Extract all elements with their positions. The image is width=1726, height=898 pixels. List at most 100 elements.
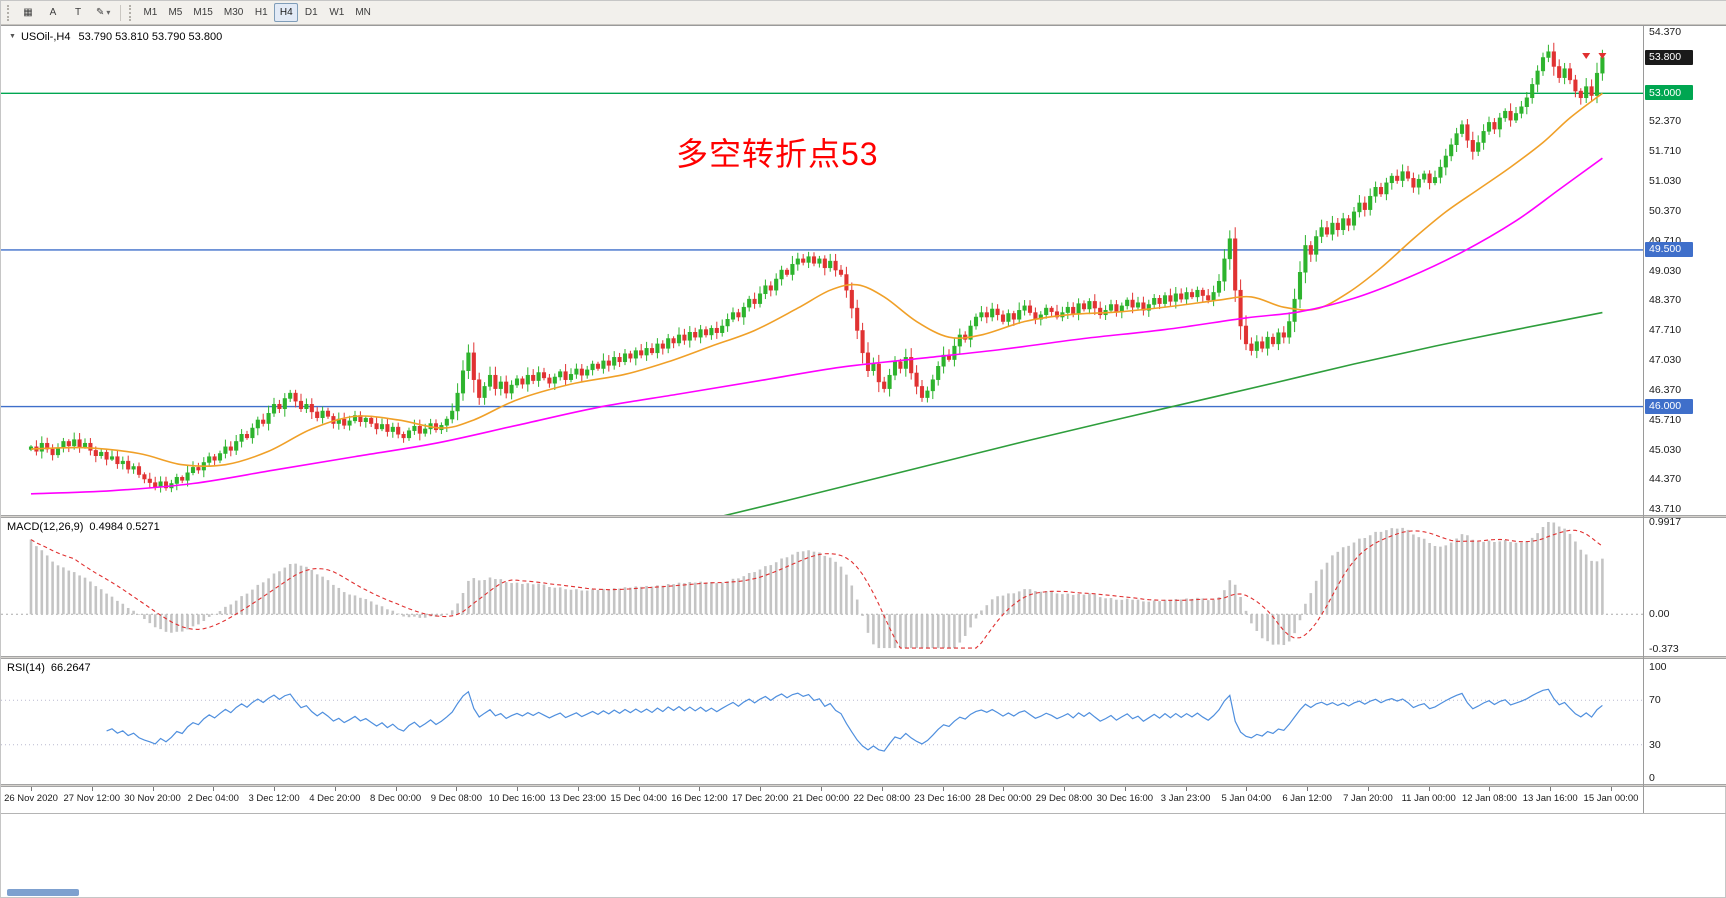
time-tick [638,787,640,791]
timeframe-m30-button[interactable]: M30 [223,7,244,18]
price-label: 48.370 [1649,294,1682,307]
time-label: 3 Jan 23:00 [1160,793,1211,804]
rsi-pane[interactable] [1,659,1643,784]
toolbar-separator [120,4,122,21]
time-tick [1124,787,1126,791]
window-bottom-border [1,813,1726,814]
timeframe-h4-button[interactable]: H4 [274,3,299,22]
ohlc-values: 53.790 53.810 53.790 53.800 [78,31,223,43]
time-tick [152,787,154,791]
time-label: 8 Dec 00:00 [369,793,422,804]
time-tick [274,787,276,791]
symbol-ohlc-header: ▼ USOil-,H4 53.790 53.810 53.790 53.800 [9,31,222,43]
time-tick [577,787,579,791]
timeframe-d1-button[interactable]: D1 [304,7,318,18]
time-tick [1367,787,1369,791]
rsi-label: RSI(14) [7,662,45,674]
scale-divider-line [1643,26,1644,813]
price-label: 43.710 [1649,503,1682,515]
rsi-value: 66.2647 [50,662,91,674]
time-tick [456,787,458,791]
time-tick [213,787,215,791]
draw-tool-button[interactable]: ✎ ▾ [91,3,115,22]
moving-average-line [30,157,1603,495]
time-tick [881,787,883,791]
toolbar-grip[interactable] [7,4,12,21]
rsi-axis-label: 100 [1649,661,1667,673]
pane-separator[interactable] [1,656,1726,659]
time-label: 28 Dec 00:00 [975,793,1032,804]
time-label: 11 Jan 00:00 [1401,793,1456,804]
macd-values: 0.4984 0.5271 [89,521,160,533]
timeframe-button-group: M1 M5 M15 M30 H1 H4 D1 W1 MN [138,3,375,22]
time-label: 13 Jan 16:00 [1522,793,1578,804]
chevron-down-icon: ▾ [106,8,111,17]
time-label: 15 Jan 00:00 [1583,793,1639,804]
timeframe-w1-button[interactable]: W1 [329,7,345,18]
time-axis[interactable]: 26 Nov 2020 27 Nov 12:00 30 Nov 20:00 2 Dec… [1,787,1643,813]
price-label: 44.370 [1649,473,1682,486]
macd-scale: 0.9917 0.00 -0.373 [1644,516,1726,656]
time-label: 15 Dec 04:00 [610,793,667,804]
rsi-axis-label: 30 [1649,738,1661,751]
rsi-line [106,688,1603,752]
rsi-axis-label: 70 [1649,694,1661,707]
time-label: 10 Dec 16:00 [488,793,546,804]
timeframe-h1-button[interactable]: H1 [254,7,268,18]
time-label: 3 Dec 12:00 [248,793,300,804]
time-tick [1489,787,1491,791]
time-tick [395,787,397,791]
time-tick [699,787,701,791]
charts-grid-tool-button[interactable]: ▦ [23,7,33,18]
rsi-scale: 100 70 30 0 [1644,659,1726,784]
macd-axis-label: 0.9917 [1649,516,1682,528]
macd-axis-label: -0.373 [1649,643,1679,655]
time-label: 22 Dec 08:00 [853,793,911,804]
time-label: 23 Dec 16:00 [914,793,971,804]
symbol-title: USOil-,H4 [20,31,71,43]
time-label: 4 Dec 20:00 [309,793,361,804]
pane-separator[interactable] [1,515,1726,518]
price-chart-pane[interactable] [1,26,1643,515]
time-tick [1064,787,1066,791]
time-label: 2 Dec 04:00 [187,793,239,804]
chart-text-annotation[interactable]: 多空转折点53 [676,136,879,172]
macd-label: MACD(12,26,9) [7,521,84,533]
time-tick [1611,787,1612,791]
text-tool-button[interactable]: T [74,7,82,18]
bottom-left-accent [7,889,79,896]
time-tick [91,787,93,791]
time-tick [334,787,336,791]
time-tick [1307,787,1309,791]
time-tick [942,787,944,791]
time-label: 27 Nov 12:00 [63,793,121,804]
pane-separator[interactable] [1,784,1726,787]
price-label: 45.030 [1649,443,1682,456]
sell-arrow-marker [1582,53,1591,60]
price-badge: 49.500 [1645,241,1693,257]
timeframe-m5-button[interactable]: M5 [168,7,183,18]
sell-arrow-marker [1598,53,1607,60]
price-label: 47.710 [1649,324,1682,336]
time-label: 12 Jan 08:00 [1461,793,1517,804]
price-label: 47.030 [1649,354,1682,367]
time-label: 9 Dec 08:00 [430,793,482,804]
macd-pane[interactable] [1,518,1643,656]
macd-header: MACD(12,26,9) 0.4984 0.5271 [7,521,160,533]
cursor-tool-button[interactable]: A [49,7,57,18]
macd-signal-line [30,529,1603,649]
moving-average-line [723,311,1603,515]
price-scale[interactable]: 54.370 52.370 51.710 51.030 50.370 49.710 49.0… [1644,26,1726,515]
timeframe-m15-button[interactable]: M15 [193,7,213,18]
time-tick [821,787,822,791]
price-label: 45.710 [1649,413,1682,426]
moving-average-line [30,92,1603,468]
toolbar-grip[interactable] [129,4,134,21]
chart-menu-arrow-icon[interactable]: ▼ [9,33,16,40]
time-label: 30 Nov 20:00 [124,793,181,804]
timeframe-mn-button[interactable]: MN [355,7,371,18]
price-badge: 53.800 [1645,49,1693,65]
price-badge: 46.000 [1645,398,1693,414]
timeframe-m1-button[interactable]: M1 [143,7,158,18]
price-label: 51.710 [1649,145,1682,158]
